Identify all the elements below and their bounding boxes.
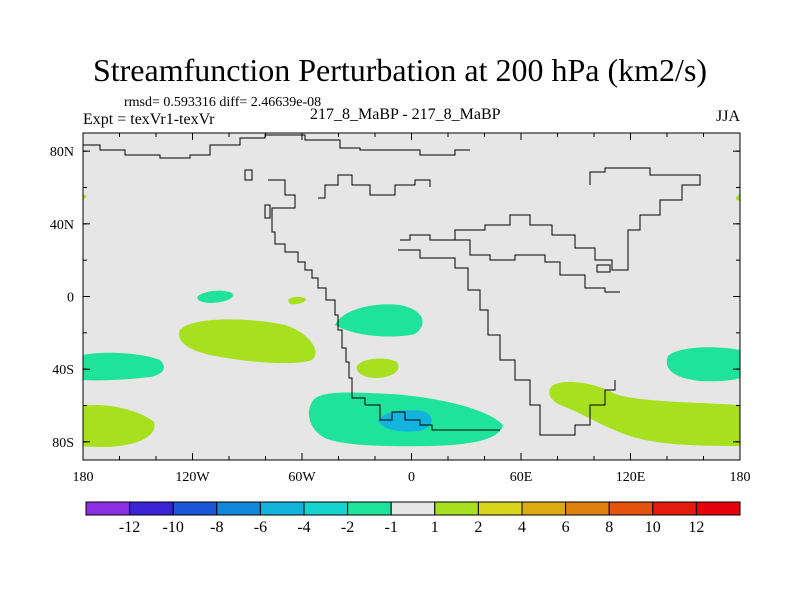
contour-region-positive — [83, 194, 87, 200]
case-label: 217_8_MaBP - 217_8_MaBP — [310, 106, 501, 123]
x-tick-label: 120W — [175, 470, 210, 485]
colorbar-label: -8 — [210, 519, 223, 536]
colorbar-swatch — [608, 501, 654, 516]
contour-region-negative — [83, 352, 164, 381]
x-tick-label: 120E — [616, 470, 646, 485]
colorbar-swatch — [347, 501, 392, 516]
colorbar-label: -1 — [385, 519, 398, 536]
coastline-americas — [268, 179, 366, 405]
contour-region-negative-strong — [378, 410, 432, 432]
colorbar-swatch — [172, 501, 218, 516]
colorbar-swatch — [434, 501, 479, 516]
coastline-antarctica — [365, 404, 500, 431]
coastline-north-atlantic — [318, 174, 431, 199]
y-tick-label: 80S — [52, 436, 74, 451]
y-tick-label: 40N — [50, 218, 74, 233]
colorbar-label: -10 — [163, 519, 184, 536]
contour-region-negative — [197, 290, 234, 303]
contour-region-positive — [288, 296, 306, 305]
x-tick-label: 60W — [288, 470, 316, 485]
contour-region-negative — [666, 347, 740, 382]
colorbar-swatch — [216, 501, 261, 516]
coastline-mediterranean — [452, 239, 620, 293]
x-tick-label: 180 — [730, 470, 751, 485]
colorbar-label: 2 — [474, 519, 482, 536]
axis-ticks — [82, 133, 741, 460]
colorbar-label: -2 — [341, 519, 354, 536]
colorbar-swatch — [85, 501, 131, 516]
coastlines — [83, 134, 701, 436]
colorbar-swatch — [565, 501, 610, 516]
y-tick-label: 0 — [67, 291, 74, 306]
coastline-africa — [398, 249, 616, 436]
contour-region-negative — [335, 304, 423, 337]
stats-line: rmsd= 0.593316 diff= 2.46639e-08 — [124, 95, 322, 110]
contour-region-positive — [83, 404, 155, 447]
colorbar-label: -12 — [119, 519, 140, 536]
colorbar-swatch — [390, 501, 436, 516]
x-tick-label: 0 — [408, 470, 415, 485]
colorbar-swatch — [477, 501, 523, 516]
colorbar-label: 10 — [645, 519, 661, 536]
season-label: JJA — [716, 108, 741, 125]
chart-title: Streamfunction Perturbation at 200 hPa (… — [92, 52, 708, 88]
coastline-north-america — [83, 134, 470, 159]
colorbar-swatch — [652, 501, 697, 516]
colorbar-swatch — [695, 501, 741, 516]
contour-region-positive — [549, 381, 740, 446]
axis-tick-labels: 180 120W 60W 0 60E 120E 180 80N 40N 0 40S 80S — [50, 145, 751, 485]
colorbar-label: 1 — [431, 519, 439, 536]
y-tick-label: 80N — [50, 145, 74, 160]
colorbar-label: -6 — [254, 519, 267, 536]
contour-fills — [83, 194, 740, 447]
coastline-eurasia — [400, 167, 701, 271]
experiment-label: Expt = texVr1-texVr — [83, 111, 215, 128]
contour-region-positive — [736, 194, 740, 201]
colorbar-label: -4 — [297, 519, 310, 536]
colorbar-label: 12 — [688, 519, 704, 536]
colorbar-label: 4 — [518, 519, 526, 536]
colorbar-swatch — [129, 501, 174, 516]
island-outline — [244, 169, 253, 181]
island-outline — [596, 264, 611, 273]
colorbar-swatch — [259, 501, 305, 516]
island-outline — [264, 204, 271, 219]
x-tick-label: 180 — [73, 470, 94, 485]
contour-region-positive — [356, 358, 399, 378]
contour-region-positive — [179, 319, 316, 364]
colorbar-swatch — [303, 501, 349, 516]
colorbar: -12 -10 -8 -6 -4 -2 -1 1 2 4 6 8 10 12 — [85, 501, 741, 536]
colorbar-label: 6 — [562, 519, 570, 536]
y-tick-label: 40S — [52, 363, 74, 378]
colorbar-swatch — [521, 501, 567, 516]
colorbar-label: 8 — [605, 519, 613, 536]
x-tick-label: 60E — [510, 470, 533, 485]
